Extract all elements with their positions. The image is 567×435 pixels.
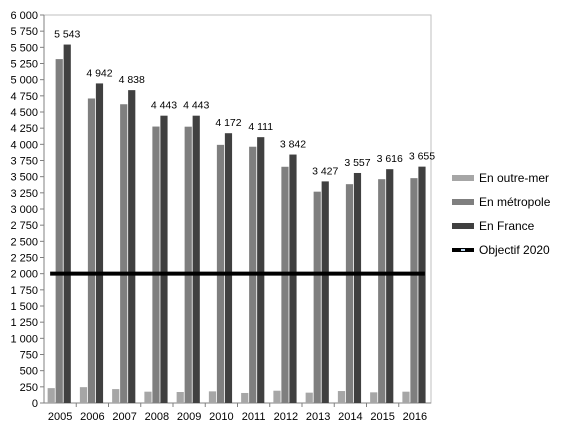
data-label: 4 838 [119,74,145,86]
x-tick-label: 2007 [112,411,136,423]
bar [370,392,378,403]
bar [47,388,55,403]
bar [55,59,63,404]
y-tick-label: 2 750 [10,220,38,232]
y-tick-label: 5 750 [10,26,38,38]
legend-swatch [452,199,474,205]
y-tick-label: 5 500 [10,42,38,54]
bar [144,391,152,403]
bar [378,179,386,403]
y-axis: 0 250 500 750 1 000 1 250 1 500 1 750 2 000 2 250… [10,10,45,410]
y-tick-label: 5 250 [10,59,38,71]
bar [386,169,394,403]
bar [410,178,418,403]
y-tick-label: 500 [20,366,38,378]
legend-label: En outre-mer [479,171,549,185]
bar [402,391,410,403]
data-label: 3 616 [377,153,403,165]
y-tick-label: 1 750 [10,285,38,297]
y-tick-label: 4 250 [10,123,38,135]
bar [63,44,71,403]
bar [192,115,200,403]
bar [112,389,120,403]
x-tick-label: 2016 [403,411,427,423]
bar [353,172,362,403]
data-label: 3 427 [312,165,338,177]
legend: En outre-mer En métropole En France Objecti… [452,171,551,257]
y-tick-label: 1 500 [10,301,38,313]
bar [176,392,184,403]
y-tick-label: 2 250 [10,253,38,265]
data-label: 4 111 [248,121,273,133]
y-tick-label: 4 750 [10,91,38,103]
bar [289,154,297,403]
y-tick-label: 1 000 [10,333,38,345]
y-tick-label: 4 000 [10,139,38,151]
legend-label: Objectif 2020 [479,243,550,257]
x-tick-label: 2006 [80,411,104,423]
data-label: 4 443 [183,100,209,112]
y-tick-label: 250 [20,382,38,394]
data-label: 4 942 [86,67,112,79]
y-tick-label: 3 500 [10,172,38,184]
x-tick-label: 2012 [274,411,298,423]
x-tick-label: 2015 [370,411,394,423]
data-label: 4 172 [215,117,241,129]
bar [87,98,96,403]
legend-swatch [452,223,474,229]
bars [47,44,426,404]
legend-swatch [452,175,474,181]
x-tick-label: 2011 [242,411,266,423]
bar [120,104,128,404]
x-tick-label: 2008 [145,411,169,423]
x-tick-label: 2005 [48,411,72,423]
legend-label: En France [479,219,535,233]
y-tick-label: 750 [20,350,38,362]
bar [152,126,160,404]
data-label: 3 842 [280,139,306,151]
y-tick-label: 2 500 [10,236,38,248]
y-tick-label: 5 000 [10,75,38,87]
bar [128,90,136,403]
y-tick-label: 3 000 [10,204,38,216]
bar [160,115,168,403]
data-label: 5 543 [54,29,80,41]
y-tick-label: 3 250 [10,188,38,200]
legend-label: En métropole [479,195,551,209]
bar [241,392,249,403]
data-labels: 5 543 4 942 4 838 4 443 4 443 4 172 4 111 3 842… [54,29,435,178]
bar [305,392,313,403]
bar [95,83,104,404]
y-tick-label: 0 [32,398,38,410]
bar [418,166,426,403]
x-tick-label: 2013 [306,411,330,423]
bar [184,126,192,404]
y-tick-label: 6 000 [10,10,38,22]
bar [224,133,233,403]
bar [79,387,88,403]
y-tick-label: 1 250 [10,317,38,329]
y-tick-label: 4 500 [10,107,38,119]
bar [273,390,281,403]
y-tick-label: 2 000 [10,269,38,281]
y-tick-label: 3 750 [10,156,38,168]
x-tick-label: 2014 [338,411,362,423]
x-axis: 2005 2006 2007 2008 2009 2010 2011 2012 2013 2014… [44,402,431,423]
data-label: 3 655 [409,151,435,163]
bar [257,137,265,403]
bar [321,181,329,403]
x-tick-label: 2009 [177,411,201,423]
bar [208,391,217,403]
data-label: 3 557 [344,157,370,169]
bar [281,166,289,403]
x-tick-label: 2010 [209,411,233,423]
bar [345,184,354,403]
bar [337,391,346,403]
data-label: 4 443 [151,100,177,112]
bar [313,191,321,403]
